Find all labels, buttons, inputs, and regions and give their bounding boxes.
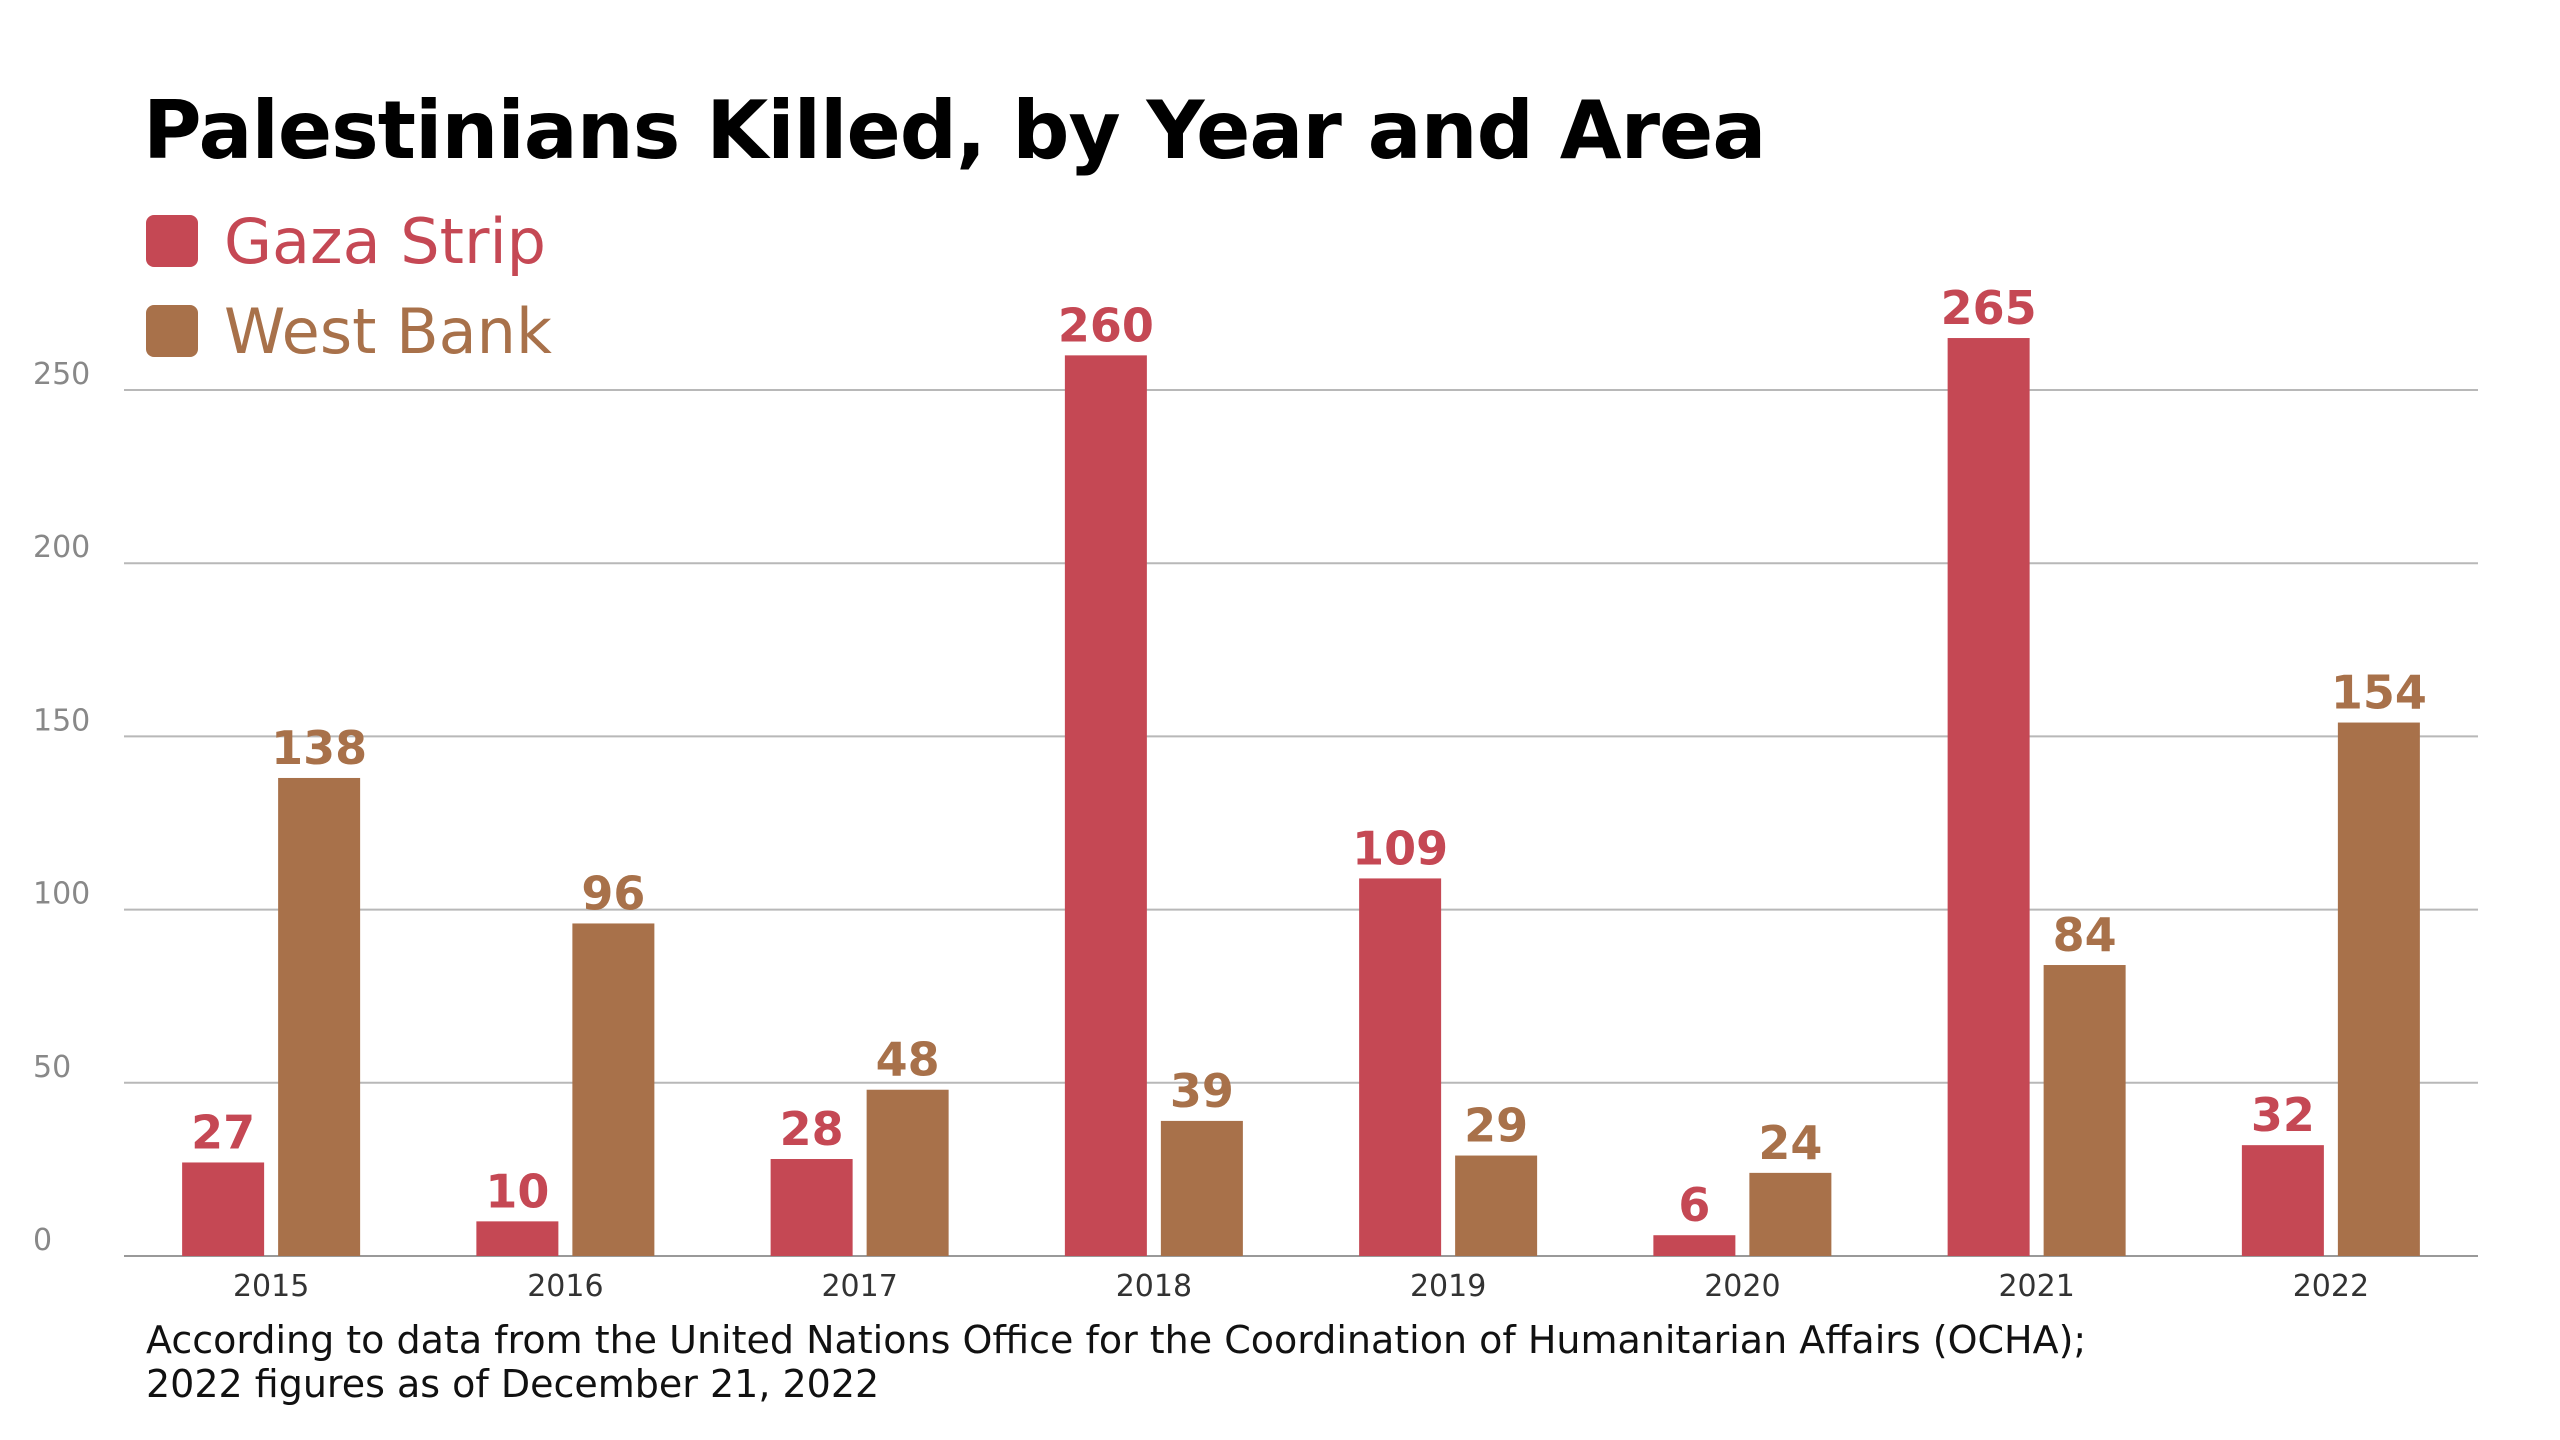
data-label-gaza: 6 [1678,1178,1710,1232]
bar-gaza [770,1159,853,1256]
chart-title: Palestinians Killed, by Year and Area [143,84,1766,177]
x-tick-label: 2016 [527,1269,603,1304]
legend-item-gaza: Gaza Strip [146,196,552,286]
bar-west-bank [1455,1155,1538,1256]
bar-west-bank [866,1089,949,1256]
bar-west-bank [572,923,655,1256]
x-tick-label: 2022 [2293,1269,2369,1304]
data-label-gaza: 260 [1058,298,1154,352]
data-label-gaza: 265 [1941,281,2037,335]
legend-label-west-bank: West Bank [224,294,552,368]
bar-west-bank [278,777,361,1256]
y-tick-label: 50 [33,1050,71,1085]
x-tick-label: 2021 [1998,1269,2074,1304]
x-tick-label: 2018 [1116,1269,1192,1304]
footnote-line-2: 2022 figures as of December 21, 2022 [146,1362,880,1406]
bar-west-bank [2337,722,2420,1256]
bar-gaza [1359,878,1442,1256]
data-label-gaza: 27 [191,1105,255,1159]
bar-gaza [1947,338,2030,1256]
y-tick-label: 0 [33,1223,52,1258]
bar-gaza [476,1221,559,1256]
data-label-west-bank: 29 [1464,1099,1528,1153]
data-label-gaza: 28 [780,1102,844,1156]
y-tick-label: 150 [33,703,90,738]
bar-gaza [1064,355,1147,1256]
data-label-west-bank: 39 [1170,1064,1234,1118]
bar-west-bank [1160,1120,1243,1256]
data-label-west-bank: 24 [1758,1116,1822,1170]
legend-item-west-bank: West Bank [146,286,552,376]
bar-west-bank [1749,1172,1832,1256]
bar-gaza [182,1162,265,1256]
data-label-west-bank: 96 [581,866,645,920]
legend-label-gaza: Gaza Strip [224,204,547,278]
data-label-west-bank: 138 [271,721,367,775]
data-label-west-bank: 154 [2331,666,2427,720]
x-tick-label: 2017 [821,1269,897,1304]
bar-gaza [1653,1235,1736,1256]
legend-swatch-gaza [146,215,198,267]
data-label-gaza: 10 [485,1164,549,1218]
data-label-gaza: 109 [1352,821,1448,875]
legend-swatch-west-bank [146,305,198,357]
x-tick-label: 2015 [233,1269,309,1304]
y-tick-label: 100 [33,877,90,912]
y-tick-label: 200 [33,530,90,565]
data-label-gaza: 32 [2251,1088,2315,1142]
data-label-west-bank: 84 [2053,908,2117,962]
bar-gaza [2241,1145,2324,1256]
source-footnote: According to data from the United Nation… [146,1318,2086,1406]
chart-legend: Gaza Strip West Bank [146,196,552,376]
x-tick-label: 2019 [1410,1269,1486,1304]
data-label-west-bank: 48 [876,1033,940,1087]
x-tick-label: 2020 [1704,1269,1780,1304]
y-tick-label: 250 [33,357,90,392]
footnote-line-1: According to data from the United Nation… [146,1318,2087,1362]
bar-west-bank [2043,965,2126,1256]
